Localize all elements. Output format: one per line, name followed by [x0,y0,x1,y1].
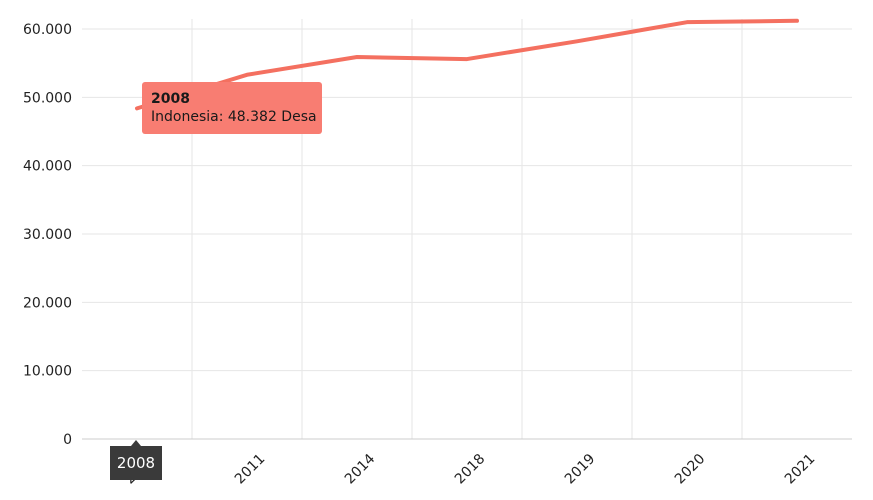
x-axis-hover-label: 2008 [110,440,162,480]
y-tick-label: 0 [63,432,72,448]
y-axis: 0 10.000 20.000 30.000 40.000 50.000 60.000 [23,22,72,448]
y-tick-label: 20.000 [23,295,72,311]
x-tick-label: 2014 [342,451,379,488]
x-axis: 2008 2011 2014 2018 2019 2020 2021 [82,438,852,488]
tooltip-title: 2008 [151,91,190,107]
y-tick-label: 50.000 [23,90,72,106]
grid-lines [82,19,852,439]
y-tick-label: 30.000 [23,227,72,243]
y-tick-label: 40.000 [23,159,72,175]
x-tick-label: 2021 [782,451,819,488]
tooltip-body: Indonesia: 48.382 Desa [151,109,317,125]
x-tick-label: 2019 [562,451,599,488]
x-tick-label: 2011 [232,451,269,488]
x-tick-label: 2018 [452,451,489,488]
data-tooltip: 2008 Indonesia: 48.382 Desa [142,82,322,134]
y-tick-label: 60.000 [23,22,72,38]
x-tick-label: 2020 [672,451,709,488]
series-line [135,18,799,111]
series-layer [135,18,799,111]
y-tick-label: 10.000 [23,364,72,380]
